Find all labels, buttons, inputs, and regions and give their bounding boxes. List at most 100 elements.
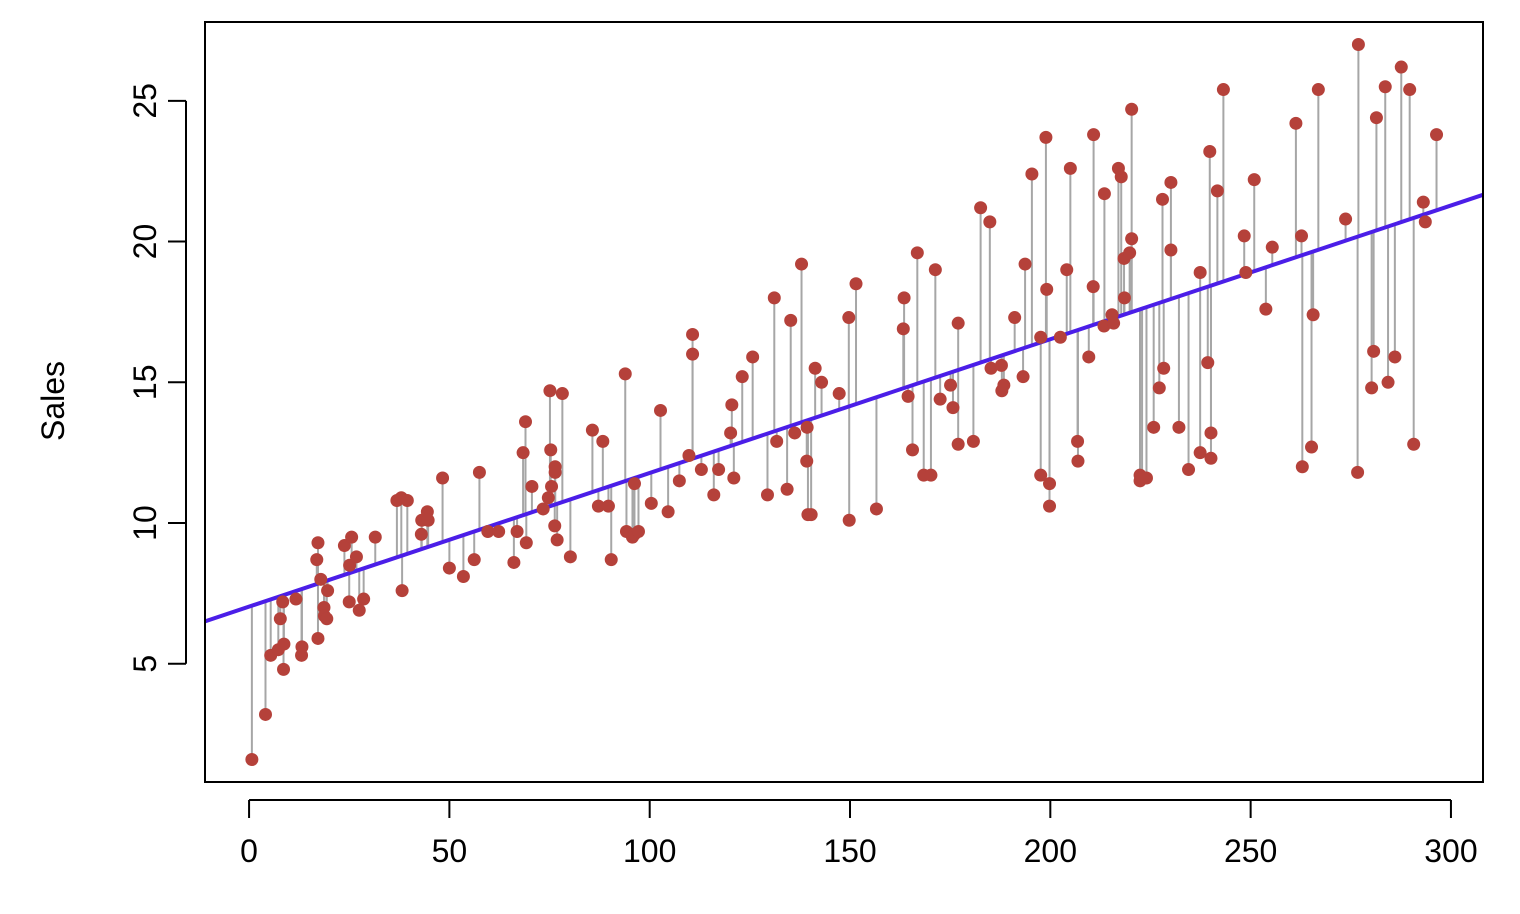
data-point (436, 471, 450, 485)
data-point (1193, 266, 1207, 280)
data-point (707, 488, 721, 502)
data-point (601, 499, 615, 513)
data-point (1416, 195, 1430, 209)
data-point (1097, 187, 1111, 201)
data-point (966, 434, 980, 448)
data-point (414, 527, 428, 541)
data-point (1018, 257, 1032, 271)
data-point (618, 367, 632, 381)
data-point (604, 553, 618, 567)
plot-frame (204, 21, 1484, 783)
data-point (1125, 232, 1139, 246)
data-point (631, 524, 645, 538)
x-tick-label: 0 (240, 833, 258, 869)
data-point (1152, 381, 1166, 395)
data-point (519, 536, 533, 550)
y-tick-label: 10 (127, 505, 163, 541)
data-point (1203, 144, 1217, 158)
data-point (548, 465, 562, 479)
data-point (320, 612, 334, 626)
regression-line (204, 192, 1484, 624)
data-point (897, 291, 911, 305)
data-point (1034, 330, 1048, 344)
data-point (849, 277, 863, 291)
data-point (654, 403, 668, 417)
data-point (661, 505, 675, 519)
data-point (544, 443, 558, 457)
y-tick-label: 15 (127, 364, 163, 400)
y-axis: 5 10 15 20 25 (127, 83, 187, 673)
data-point (1381, 375, 1395, 389)
data-point (516, 446, 530, 460)
data-point (1193, 446, 1207, 460)
data-point (1430, 128, 1444, 142)
data-point (1123, 246, 1137, 260)
data-point (1053, 330, 1067, 344)
data-point (1082, 350, 1096, 364)
data-point (519, 415, 533, 429)
x-axis: 0 50 100 150 200 250 300 (240, 799, 1478, 869)
data-point (933, 392, 947, 406)
data-point (1403, 83, 1417, 97)
data-point (295, 640, 309, 654)
data-point (541, 491, 555, 505)
data-point (1060, 263, 1074, 277)
data-point (321, 584, 335, 598)
data-point (1311, 83, 1325, 97)
data-point (951, 316, 965, 330)
data-point (1201, 356, 1215, 370)
data-point (767, 291, 781, 305)
data-point (481, 524, 495, 538)
data-point (984, 361, 998, 375)
x-tick-label: 150 (823, 833, 876, 869)
data-point (994, 358, 1008, 372)
data-point (1295, 460, 1309, 474)
data-point (946, 401, 960, 415)
data-point (712, 463, 726, 477)
x-tick-label: 50 (432, 833, 468, 869)
data-point (311, 631, 325, 645)
data-point (337, 539, 351, 553)
data-point (1034, 468, 1048, 482)
data-point (311, 536, 325, 550)
data-point (273, 612, 287, 626)
data-point (314, 572, 328, 586)
data-point (277, 662, 291, 676)
data-point (974, 201, 988, 215)
data-point (1125, 102, 1139, 116)
data-point (815, 375, 829, 389)
data-point (245, 752, 259, 766)
data-point (1117, 291, 1131, 305)
data-point (548, 519, 562, 533)
data-point (896, 322, 910, 336)
data-point (924, 468, 938, 482)
data-point (784, 313, 798, 327)
data-point (1369, 111, 1383, 125)
data-point (686, 327, 700, 341)
data-point (1418, 215, 1432, 229)
data-point (1107, 316, 1121, 330)
data-point (442, 561, 456, 575)
data-point (724, 426, 738, 440)
data-point (1164, 243, 1178, 257)
data-point (735, 370, 749, 384)
data-point (1259, 302, 1273, 316)
data-point (1306, 308, 1320, 322)
y-axis-label: Sales (35, 361, 71, 441)
data-point (395, 584, 409, 598)
data-point (596, 434, 610, 448)
data-point (550, 533, 564, 547)
data-point (1247, 173, 1261, 187)
data-point (342, 595, 356, 609)
data-point (555, 387, 569, 401)
data-point (1043, 499, 1057, 513)
data-points (245, 38, 1444, 766)
y-tick-label: 20 (127, 224, 163, 260)
data-point (349, 550, 363, 564)
data-point (357, 592, 371, 606)
data-point (1388, 350, 1402, 364)
data-point (1155, 192, 1169, 206)
residual-lines (250, 44, 1438, 760)
data-point (400, 494, 414, 508)
